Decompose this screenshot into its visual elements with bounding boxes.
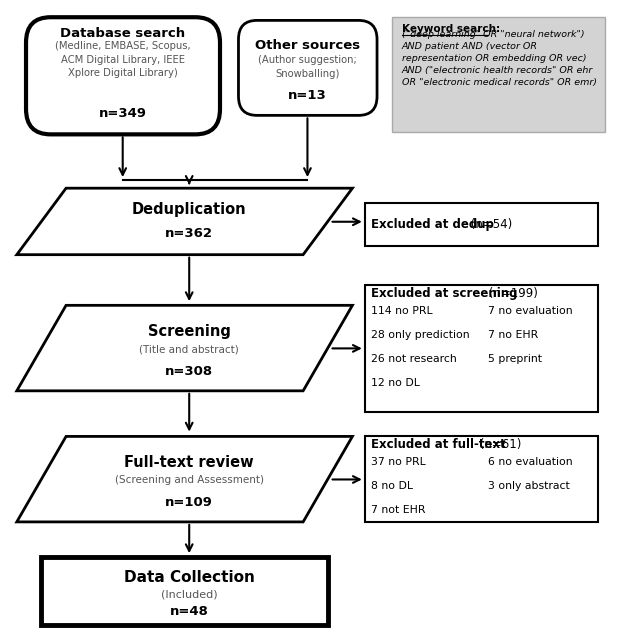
Text: 37 no PRL: 37 no PRL <box>371 457 426 467</box>
FancyBboxPatch shape <box>365 203 598 245</box>
Text: Excluded at screening: Excluded at screening <box>371 287 518 300</box>
FancyBboxPatch shape <box>392 17 605 132</box>
Text: (Medline, EMBASE, Scopus,
ACM Digital Library, IEEE
Xplore Digital Library): (Medline, EMBASE, Scopus, ACM Digital Li… <box>55 41 191 78</box>
Text: (Included): (Included) <box>161 590 218 600</box>
Text: Data Collection: Data Collection <box>124 570 255 585</box>
Text: Screening: Screening <box>148 324 230 340</box>
Text: n=362: n=362 <box>165 226 213 240</box>
Text: 3 only abstract: 3 only abstract <box>488 481 570 492</box>
Text: 7 no EHR: 7 no EHR <box>488 330 538 340</box>
Text: ("deep learning" OR "neural network")
AND patient AND (vector OR
representation : ("deep learning" OR "neural network") AN… <box>402 30 596 86</box>
Text: Excluded at dedup: Excluded at dedup <box>371 218 494 231</box>
FancyBboxPatch shape <box>26 17 220 134</box>
Text: 7 no evaluation: 7 no evaluation <box>488 306 573 316</box>
Text: Excluded at full-text: Excluded at full-text <box>371 438 506 451</box>
Text: 26 not research: 26 not research <box>371 354 457 364</box>
Text: Other sources: Other sources <box>255 39 360 52</box>
Text: n=349: n=349 <box>99 107 147 120</box>
Text: (n=61): (n=61) <box>476 438 522 451</box>
Text: Full-text review: Full-text review <box>124 455 254 470</box>
Text: (n=54): (n=54) <box>467 218 512 231</box>
Text: (Screening and Assessment): (Screening and Assessment) <box>115 475 264 485</box>
Text: (Title and abstract): (Title and abstract) <box>140 345 239 355</box>
Text: n=109: n=109 <box>165 497 213 509</box>
Text: n=13: n=13 <box>288 88 327 102</box>
Text: Keyword search:: Keyword search: <box>402 24 500 34</box>
Polygon shape <box>17 188 353 254</box>
Text: n=48: n=48 <box>170 605 209 618</box>
Text: n=308: n=308 <box>165 365 213 378</box>
FancyBboxPatch shape <box>365 436 598 522</box>
FancyBboxPatch shape <box>365 285 598 411</box>
FancyBboxPatch shape <box>42 556 328 625</box>
Text: Database search: Database search <box>60 27 185 39</box>
Text: (n=199): (n=199) <box>485 287 538 300</box>
Text: Deduplication: Deduplication <box>132 202 246 217</box>
Text: 6 no evaluation: 6 no evaluation <box>488 457 573 467</box>
Polygon shape <box>17 436 353 522</box>
Text: 7 not EHR: 7 not EHR <box>371 506 426 516</box>
Text: 8 no DL: 8 no DL <box>371 481 413 492</box>
FancyBboxPatch shape <box>239 20 377 115</box>
Text: (Author suggestion;
Snowballing): (Author suggestion; Snowballing) <box>258 55 357 79</box>
Text: 114 no PRL: 114 no PRL <box>371 306 433 316</box>
Polygon shape <box>17 305 353 391</box>
Text: 5 preprint: 5 preprint <box>488 354 542 364</box>
Text: 28 only prediction: 28 only prediction <box>371 330 470 340</box>
Text: 12 no DL: 12 no DL <box>371 378 420 388</box>
